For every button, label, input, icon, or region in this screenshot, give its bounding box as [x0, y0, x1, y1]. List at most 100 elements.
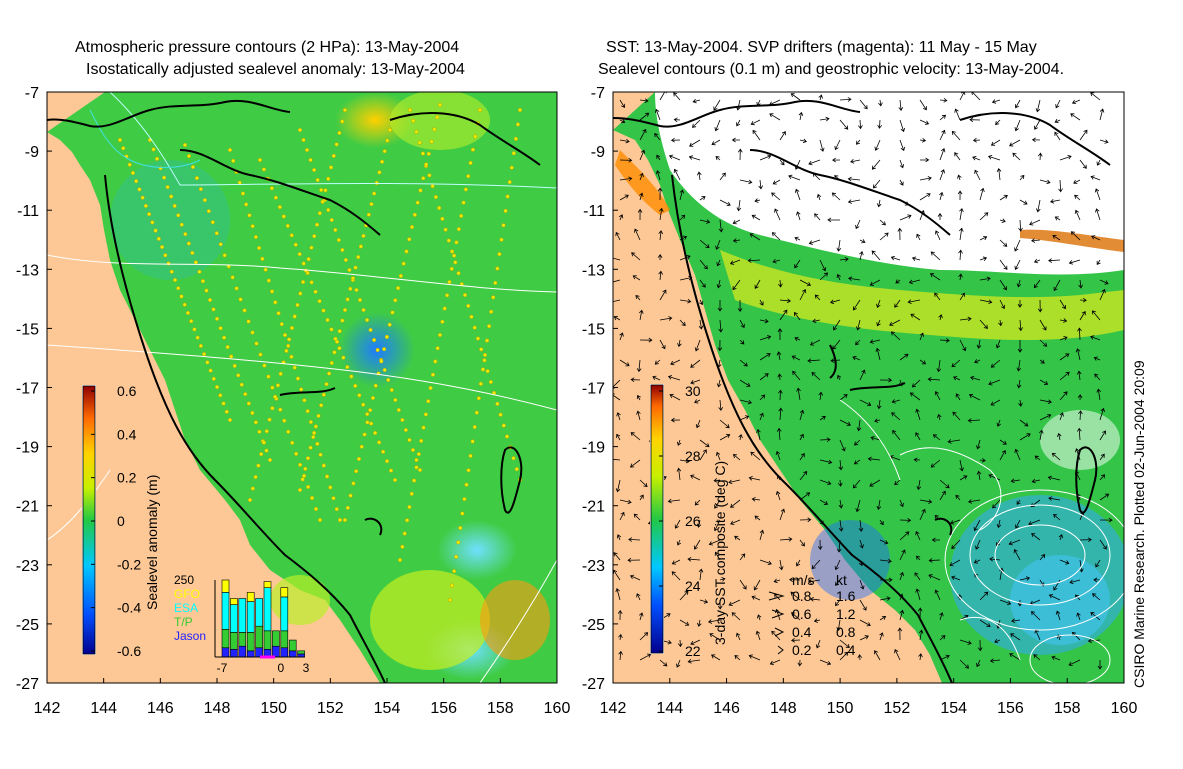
- velocity-legend-arrow: [777, 645, 784, 655]
- inset-legend-tp: T/P: [174, 615, 193, 629]
- velocity-legend-header-kt: kt: [836, 572, 847, 588]
- inset-bar-jason: [272, 645, 280, 658]
- velocity-legend-kt: 0.4: [836, 642, 856, 658]
- velocity-legend-arrow: [774, 627, 785, 637]
- right-x-tick-label: 144: [656, 700, 683, 717]
- right-y-axis: -7 -9 -11 -13 -15 -17 -19 -21 -23 -25 -27: [582, 85, 618, 693]
- right-x-tick-label: 146: [713, 700, 740, 717]
- inset-bar-gfo: [280, 587, 289, 598]
- left-y-tick-label: -17: [16, 381, 39, 398]
- right-x-tick-label: 152: [884, 700, 911, 717]
- left-coastlines: [47, 99, 541, 683]
- left-y-tick-label: -27: [16, 676, 39, 693]
- inset-x-tick-label: 3: [303, 661, 310, 675]
- inset-bars: [221, 579, 305, 658]
- inset-bar-esa: [221, 592, 230, 630]
- right-geostrophic-vectors: [613, 92, 1113, 670]
- right-x-tick-label: 150: [827, 700, 854, 717]
- inset-bar-jason: [221, 647, 230, 658]
- right-x-tick-label: 160: [1111, 700, 1138, 717]
- left-y-tick-label: -25: [16, 617, 39, 634]
- left-y-tick-label: -15: [16, 321, 39, 338]
- inset-bar-jason: [230, 648, 238, 658]
- inset-bar-tp: [221, 628, 230, 649]
- inset-bar-tp: [288, 639, 297, 652]
- inset-bar-jason: [288, 650, 297, 658]
- inset-bar-gfo: [221, 579, 230, 593]
- left-x-tick-label: 150: [260, 700, 287, 717]
- left-colorbar-label: Sealevel anomaly (m): [144, 475, 160, 610]
- right-x-tick-label: 142: [600, 700, 627, 717]
- velocity-legend-ms: 0.2: [792, 642, 812, 658]
- inset-bar-esa: [230, 604, 238, 633]
- left-colorbar-tick-label: -0.2: [117, 556, 141, 572]
- right-x-tick-label: 156: [997, 700, 1024, 717]
- right-y-tick-label: -21: [582, 499, 605, 516]
- velocity-legend-kt: 1.6: [836, 588, 856, 604]
- inset-x-ticks: -7 0 3: [217, 661, 310, 675]
- inset-bar-esa: [255, 598, 263, 627]
- inset-bar-esa: [280, 596, 289, 632]
- left-x-tick-label: 148: [204, 700, 231, 717]
- inset-bar-jason: [280, 647, 289, 658]
- inset-bar-jason: [246, 650, 255, 658]
- left-colorbar-scale: [82, 385, 96, 655]
- credit-text: CSIRO Marine Research. Plotted 02-Jun-20…: [1131, 360, 1147, 688]
- right-colorbar-tick-label: 28: [685, 448, 701, 464]
- inset-bar-jason: [238, 645, 247, 658]
- left-y-tick-label: -7: [25, 85, 39, 102]
- right-colorbar-tick-label: 22: [685, 643, 701, 659]
- velocity-legend-kt: 1.2: [836, 606, 856, 622]
- left-x-tick-label: 144: [90, 700, 117, 717]
- left-x-tick-label: 158: [487, 700, 514, 717]
- right-y-tick-label: -25: [582, 617, 605, 634]
- inset-legend-gfo: GFO: [174, 587, 200, 601]
- inset-bar-tp: [297, 650, 305, 655]
- inset-bar-esa: [238, 598, 247, 633]
- inset-x-tick-label: -7: [217, 661, 228, 675]
- inset-bar-tp: [280, 630, 289, 649]
- inset-bar-gfo: [230, 598, 238, 605]
- right-y-tick-label: -9: [591, 144, 605, 161]
- left-colorbar-ticks: 0.6 0.4 0.2 0 -0.2 -0.4 -0.6: [91, 383, 141, 659]
- left-x-tick-label: 156: [430, 700, 457, 717]
- right-colorbar-tick-label: 26: [685, 513, 701, 529]
- velocity-legend-arrow: [771, 609, 785, 619]
- right-x-axis: 142 144 146 148 150 152 154 156 158 160: [600, 678, 1138, 717]
- inset-x-tick-label: 0: [277, 661, 284, 675]
- velocity-legend-ms: 0.6: [792, 606, 812, 622]
- inset-bar-tp: [263, 630, 272, 650]
- left-x-tick-label: 142: [34, 700, 61, 717]
- inset-bar-tp: [255, 625, 263, 649]
- right-x-tick-label: 154: [940, 700, 967, 717]
- left-x-tick-label: 146: [147, 700, 174, 717]
- right-colorbar-tick-label: 30: [685, 383, 701, 399]
- right-y-tick-label: -15: [582, 321, 605, 338]
- inset-bar-gfo: [246, 592, 255, 602]
- left-y-tick-label: -9: [25, 144, 39, 161]
- right-y-tick-label: -11: [583, 203, 605, 220]
- left-y-axis: -7 -9 -11 -13 -15 -17 -19 -21 -23 -25 -27: [16, 85, 52, 693]
- left-x-tick-label: 160: [544, 700, 571, 717]
- inset-legend-jason: Jason: [174, 629, 206, 643]
- right-y-tick-label: -23: [582, 558, 605, 575]
- velocity-legend-ms: 0.8: [792, 588, 812, 604]
- velocity-legend-ms: 0.4: [792, 624, 812, 640]
- left-colorbar: 0.6 0.4 0.2 0 -0.2 -0.4 -0.6 Sealevel anomaly …: [82, 383, 160, 659]
- inset-bar-esa: [246, 601, 255, 633]
- left-title-line2: Isostatically adjusted sealevel anomaly:…: [86, 61, 465, 78]
- inset-legend-esa: ESA: [174, 601, 198, 615]
- velocity-legend-rows: 0.8 1.6 0.6 1.2 0.4 0.8 0.2 0.4: [768, 588, 856, 658]
- left-y-tick-label: -21: [16, 499, 39, 516]
- left-map: [47, 92, 557, 683]
- inset-bar-tp: [230, 632, 238, 650]
- left-title-line1: Atmospheric pressure contours (2 HPa): 1…: [75, 39, 460, 56]
- velocity-legend-arrow: [768, 591, 785, 601]
- inset-bar-tp: [272, 630, 280, 647]
- left-x-axis: 142 144 146 148 150 152 154 156 158 160: [34, 678, 571, 717]
- right-colorbar-scale: [650, 384, 664, 654]
- right-y-tick-label: -7: [591, 85, 605, 102]
- right-x-tick-label: 148: [770, 700, 797, 717]
